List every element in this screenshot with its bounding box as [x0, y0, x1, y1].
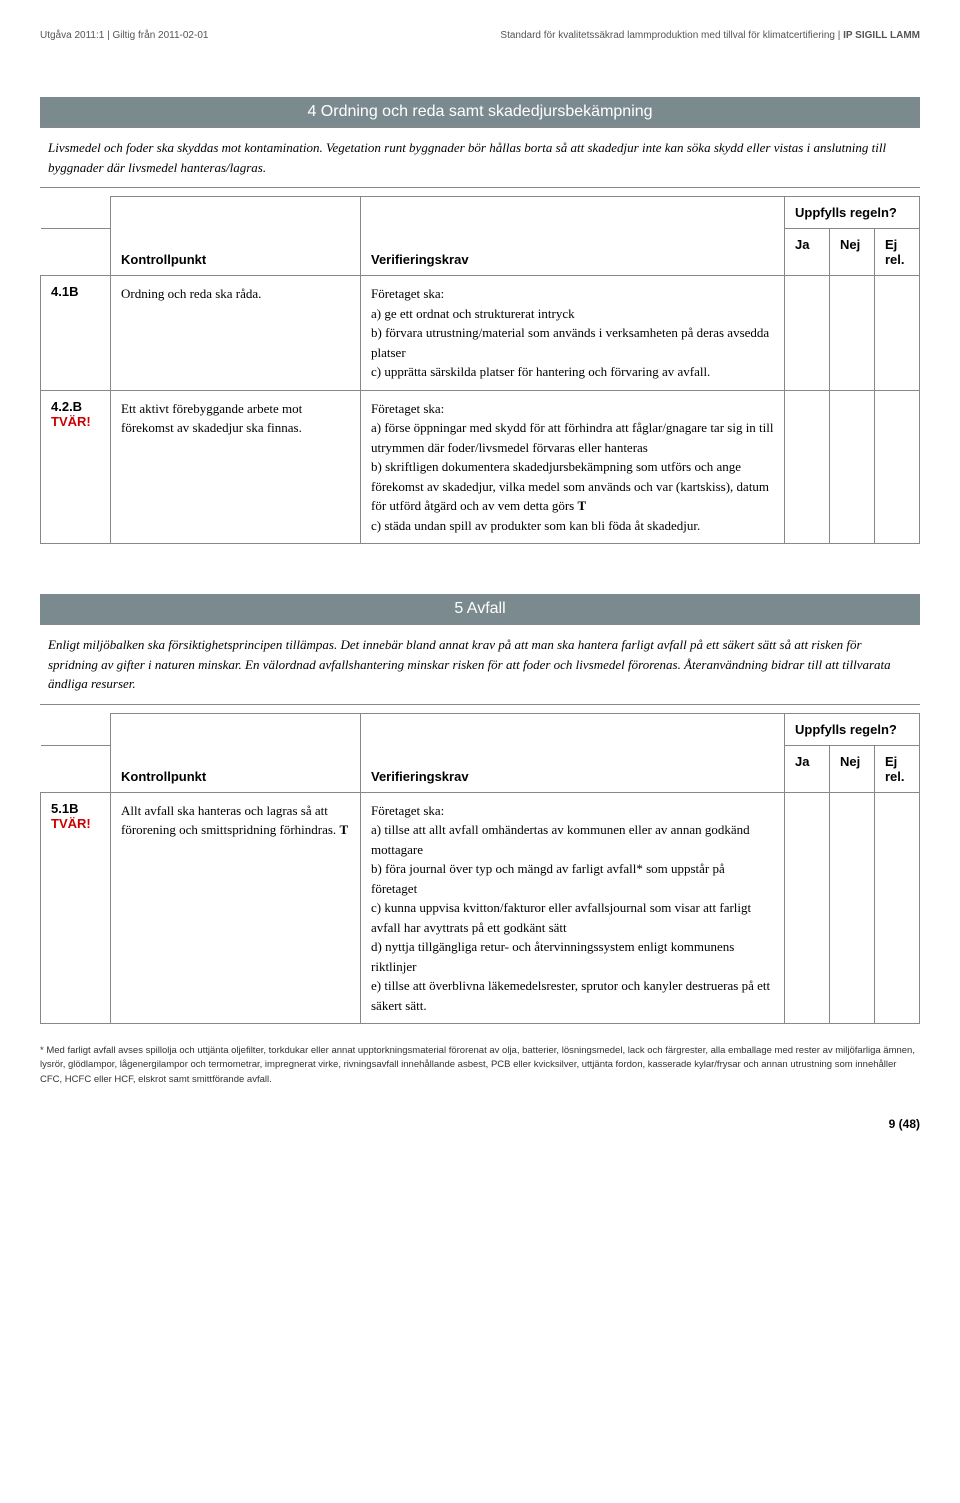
uppfylls-header: Uppfylls regeln? — [785, 713, 920, 745]
table-row: 5.1B TVÄR! Allt avfall ska hanteras och … — [41, 792, 920, 1024]
section5-title: 5 Avfall — [40, 594, 920, 624]
vk-header: Verifieringskrav — [361, 197, 785, 276]
nej-cell[interactable] — [830, 792, 875, 1024]
table-header-row: Kontrollpunkt Verifieringskrav Uppfylls … — [41, 713, 920, 745]
nej-cell[interactable] — [830, 276, 875, 391]
footnote: * Med farligt avfall avses spillolja och… — [40, 1044, 920, 1087]
section5-intro: Enligt miljöbalken ska försiktighetsprin… — [40, 624, 920, 705]
ja-cell[interactable] — [785, 792, 830, 1024]
row-id: 4.2.B — [51, 399, 82, 414]
ja-cell[interactable] — [785, 390, 830, 544]
tvar-label: TVÄR! — [51, 414, 91, 429]
row-id-cell: 5.1B TVÄR! — [41, 792, 111, 1024]
row-kp: Ordning och reda ska råda. — [111, 276, 361, 391]
ej-header: Ej rel. — [875, 745, 920, 792]
section4-table: Kontrollpunkt Verifieringskrav Uppfylls … — [40, 196, 920, 544]
ja-cell[interactable] — [785, 276, 830, 391]
ej-header: Ej rel. — [875, 229, 920, 276]
row-kp: Ett aktivt förebyggande arbete mot förek… — [111, 390, 361, 544]
row-kp: Allt avfall ska hanteras och lagras så a… — [111, 792, 361, 1024]
ja-header: Ja — [785, 745, 830, 792]
nej-header: Nej — [830, 229, 875, 276]
row-vk: Företaget ska: a) tillse att allt avfall… — [361, 792, 785, 1024]
table-row: 4.1B Ordning och reda ska råda. Företage… — [41, 276, 920, 391]
ja-header: Ja — [785, 229, 830, 276]
section4-intro: Livsmedel och foder ska skyddas mot kont… — [40, 127, 920, 188]
tvar-label: TVÄR! — [51, 816, 91, 831]
row-id-cell: 4.2.B TVÄR! — [41, 390, 111, 544]
table-row: 4.2.B TVÄR! Ett aktivt förebyggande arbe… — [41, 390, 920, 544]
kp-header: Kontrollpunkt — [111, 713, 361, 792]
page-header: Utgåva 2011:1 | Giltig från 2011-02-01 S… — [40, 30, 920, 47]
nej-cell[interactable] — [830, 390, 875, 544]
ej-cell[interactable] — [875, 276, 920, 391]
row-id-cell: 4.1B — [41, 276, 111, 391]
ej-cell[interactable] — [875, 390, 920, 544]
header-right: Standard för kvalitetssäkrad lammprodukt… — [500, 30, 920, 41]
section5-table: Kontrollpunkt Verifieringskrav Uppfylls … — [40, 713, 920, 1025]
header-left: Utgåva 2011:1 | Giltig från 2011-02-01 — [40, 30, 208, 41]
table-header-row: Kontrollpunkt Verifieringskrav Uppfylls … — [41, 197, 920, 229]
row-id: 4.1B — [51, 284, 78, 299]
ej-cell[interactable] — [875, 792, 920, 1024]
row-vk: Företaget ska: a) ge ett ordnat och stru… — [361, 276, 785, 391]
kp-header: Kontrollpunkt — [111, 197, 361, 276]
vk-header: Verifieringskrav — [361, 713, 785, 792]
section4-title: 4 Ordning och reda samt skadedjursbekämp… — [40, 97, 920, 127]
uppfylls-header: Uppfylls regeln? — [785, 197, 920, 229]
page-number: 9 (48) — [40, 1117, 920, 1131]
nej-header: Nej — [830, 745, 875, 792]
row-vk: Företaget ska: a) förse öppningar med sk… — [361, 390, 785, 544]
row-id: 5.1B — [51, 801, 78, 816]
